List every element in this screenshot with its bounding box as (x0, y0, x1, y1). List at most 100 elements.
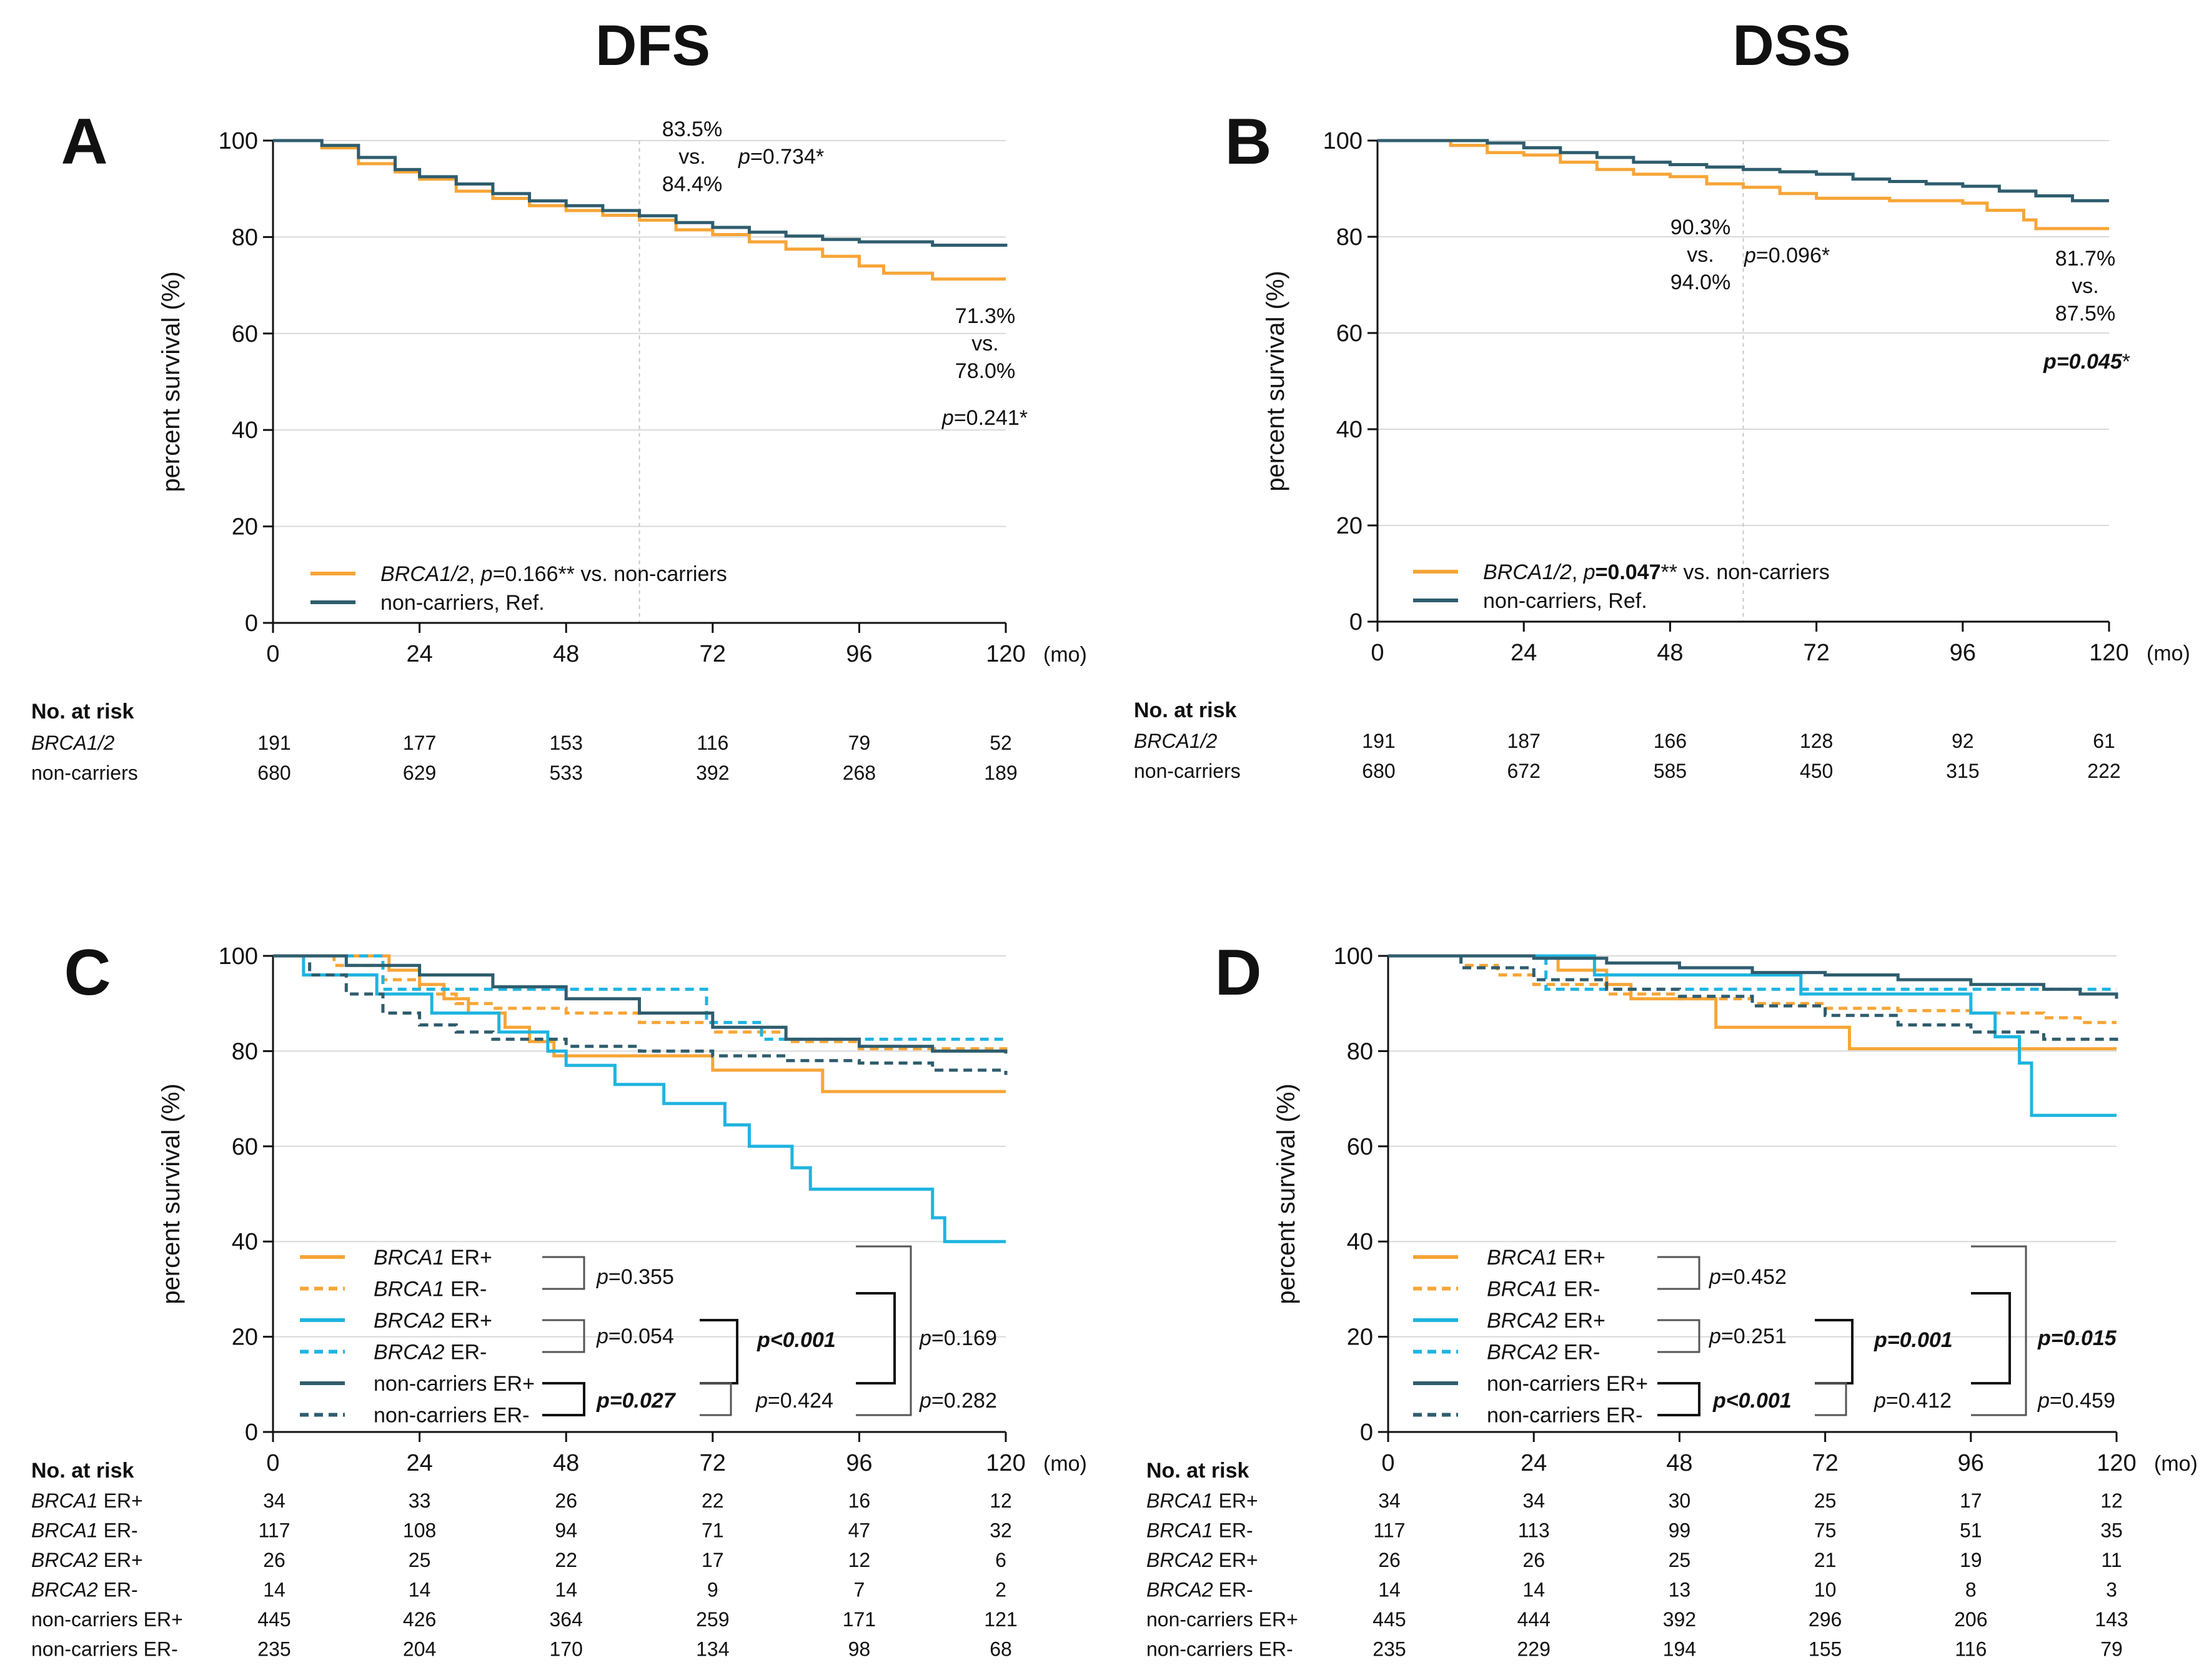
x-tick-label: 96 (846, 1450, 872, 1476)
x-tick-label: 96 (1950, 640, 1976, 666)
legend-label: BRCA2 ER- (1487, 1341, 1600, 1364)
x-tick-label: 24 (1511, 640, 1537, 666)
risk-row-label: BRCA2 ER- (31, 1579, 138, 1601)
risk-count: 9 (707, 1579, 718, 1601)
x-unit-label: (mo) (1043, 643, 1087, 667)
survival-curve-brca1-2 (273, 139, 1006, 281)
x-tick-label: 120 (986, 641, 1025, 667)
x-tick-label: 120 (2089, 640, 2128, 666)
comparison-bracket (1815, 1382, 1847, 1416)
risk-row-label: non-carriers ER- (1146, 1638, 1293, 1661)
risk-table-header: No. at risk (31, 1459, 134, 1483)
comparison-bracket (856, 1292, 896, 1384)
risk-count: 206 (1954, 1608, 1987, 1631)
bracket-pvalue: p=0.251 (1709, 1325, 1787, 1348)
risk-count: 204 (403, 1638, 436, 1661)
risk-count: 3 (2106, 1579, 2117, 1601)
x-tick-label: 72 (700, 641, 726, 667)
risk-count: 34 (263, 1489, 285, 1512)
comparison-bracket (1657, 1256, 1700, 1290)
annotation-pvalue: p=0.241* (941, 406, 1028, 430)
risk-count: 177 (403, 732, 436, 754)
y-tick-label: 40 (1336, 417, 1363, 443)
y-axis-label: percent survival (%) (157, 271, 185, 492)
survival-curve-non-carriers-ref- (1378, 139, 2109, 202)
risk-count: 30 (1669, 1489, 1691, 1512)
y-tick-label: 0 (245, 1419, 258, 1446)
y-tick-label: 20 (232, 514, 258, 540)
x-tick-label: 72 (1812, 1450, 1838, 1476)
risk-table-header: No. at risk (31, 700, 134, 723)
risk-count: 187 (1507, 730, 1541, 752)
risk-count: 680 (1362, 760, 1395, 782)
risk-count: 35 (2100, 1519, 2123, 1542)
panel-letter: D (1214, 937, 1261, 1009)
risk-count: 22 (555, 1549, 577, 1571)
y-tick-label: 60 (1347, 1134, 1373, 1160)
legend-label: BRCA1 ER- (1487, 1278, 1600, 1301)
x-tick-label: 72 (1803, 640, 1829, 666)
risk-count: 7 (854, 1579, 865, 1601)
y-tick-label: 0 (1349, 609, 1363, 635)
risk-row-label: BRCA2 ER- (1146, 1579, 1253, 1601)
risk-count: 445 (257, 1608, 290, 1631)
legend-label: non-carriers ER+ (1487, 1372, 1648, 1396)
risk-count: 672 (1507, 760, 1541, 782)
y-tick-label: 80 (232, 224, 258, 251)
risk-count: 14 (409, 1579, 431, 1601)
risk-count: 21 (1814, 1549, 1837, 1571)
legend-label: BRCA1 ER+ (374, 1246, 492, 1270)
bracket-pvalue: p=0.452 (1709, 1265, 1787, 1289)
risk-row-label: non-carriers ER- (31, 1638, 178, 1661)
y-tick-label: 0 (1360, 1419, 1373, 1446)
y-axis-label: percent survival (%) (1273, 1083, 1300, 1304)
y-tick-label: 100 (219, 943, 258, 970)
bracket-pvalue: p<0.001 (757, 1328, 836, 1352)
legend-label: non-carriers, Ref. (380, 591, 545, 615)
y-tick-label: 100 (1323, 128, 1363, 154)
annotation-text: vs. (1687, 243, 1714, 267)
survival-curve-brca1-2 (1378, 139, 2109, 231)
survival-curve-brca1-er- (273, 954, 1008, 1056)
legend-label: BRCA2 ER- (374, 1341, 487, 1364)
bracket-pvalue: p=0.054 (596, 1325, 674, 1348)
x-tick-label: 24 (1521, 1450, 1547, 1476)
risk-row-label: BRCA1/2 (1134, 730, 1218, 752)
comparison-bracket (1971, 1245, 2027, 1416)
risk-count: 47 (848, 1519, 871, 1542)
bracket-pvalue: p=0.459 (2037, 1389, 2115, 1413)
risk-count: 12 (990, 1489, 1012, 1512)
survival-curve-non-carriers-ref- (273, 139, 1008, 247)
panel-B: B 0 20 40 60 80 100 0 24 48 72 96 120 (mo) percent sur… (1134, 106, 2190, 782)
x-tick-label: 0 (1381, 1450, 1394, 1476)
risk-count: 98 (848, 1638, 871, 1661)
risk-count: 61 (2093, 730, 2115, 752)
x-unit-label: (mo) (2147, 642, 2190, 665)
x-tick-label: 24 (406, 641, 432, 667)
panel-letter: C (64, 937, 111, 1009)
legend-label: BRCA1/2, p=0.047** vs. non-carriers (1483, 560, 1830, 584)
survival-curve-non-carriers-er- (273, 954, 1008, 1075)
legend-label: BRCA2 ER+ (1487, 1309, 1606, 1333)
comparison-bracket (1815, 1319, 1854, 1384)
risk-count: 444 (1517, 1608, 1551, 1631)
risk-count: 629 (403, 762, 436, 784)
legend-label: BRCA1 ER- (374, 1278, 487, 1301)
risk-table-header: No. at risk (1134, 698, 1236, 722)
survival-curve-brca1-er- (273, 954, 1006, 1093)
risk-count: 52 (990, 732, 1012, 754)
annotation-text: 83.5% (662, 117, 722, 141)
comparison-bracket (700, 1319, 738, 1384)
annotation-pvalue: p=0.045* (2043, 350, 2130, 374)
x-tick-label: 0 (266, 1450, 279, 1476)
risk-count: 128 (1800, 730, 1833, 752)
risk-count: 296 (1809, 1608, 1842, 1631)
annotation-text: 84.4% (662, 172, 722, 196)
bracket-pvalue: p=0.355 (596, 1265, 674, 1289)
comparison-bracket (542, 1319, 585, 1353)
risk-count: 12 (848, 1549, 871, 1571)
risk-count: 8 (1965, 1579, 1977, 1601)
x-tick-label: 48 (553, 641, 579, 667)
x-tick-label: 48 (1666, 1450, 1692, 1476)
